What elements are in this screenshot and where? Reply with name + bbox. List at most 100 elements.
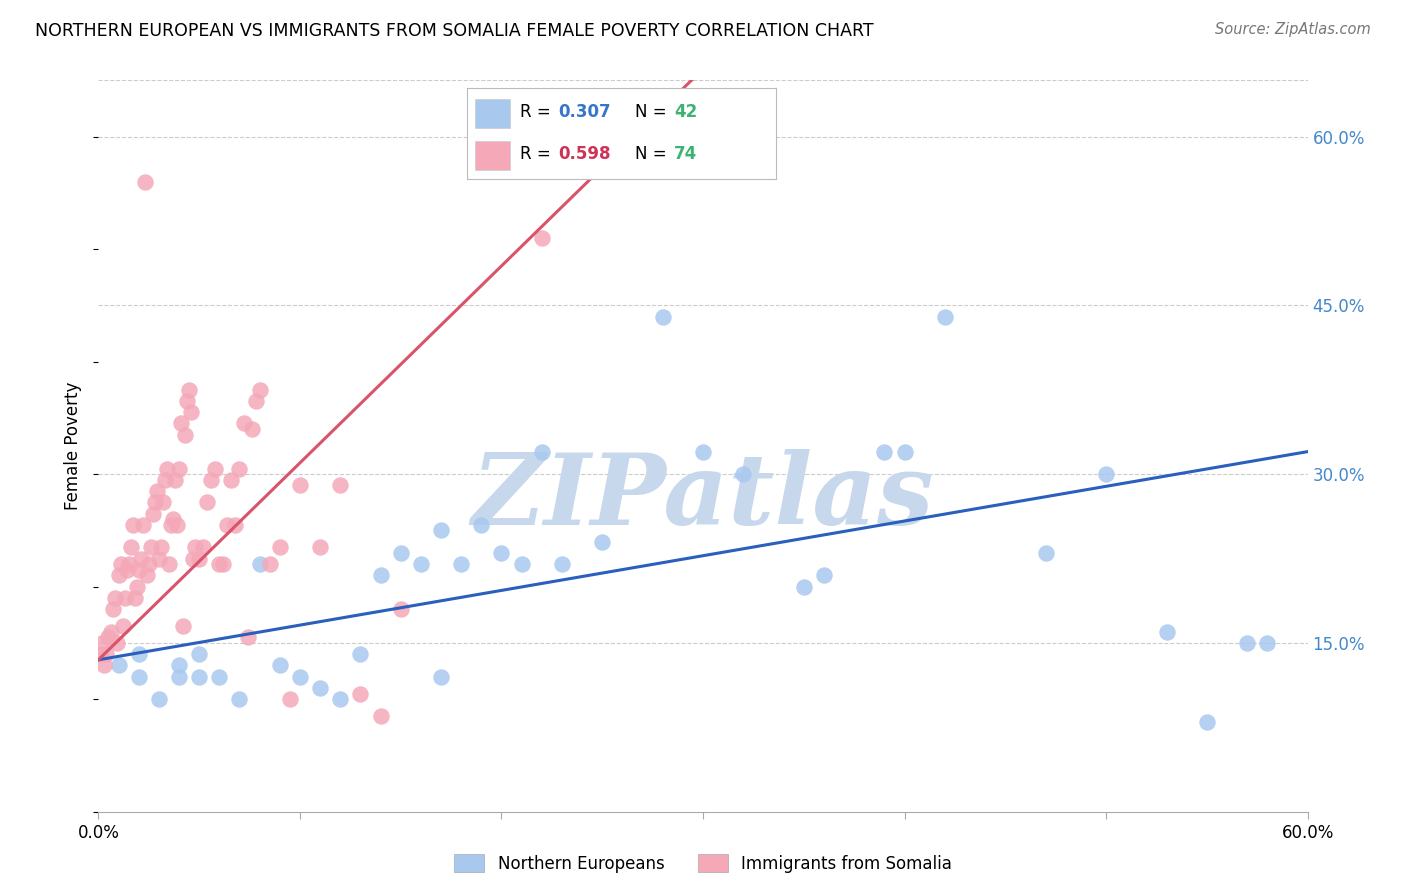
Point: [148, 692, 170, 706]
Point: [217, 517, 239, 532]
Point: [167, 670, 190, 684]
Point: [129, 551, 152, 566]
Point: [101, 602, 124, 616]
Point: [349, 687, 371, 701]
Point: [170, 417, 193, 431]
Point: [143, 495, 166, 509]
Point: [167, 461, 190, 475]
Point: [208, 557, 231, 571]
Point: [135, 568, 157, 582]
Point: [651, 310, 673, 324]
Point: [1156, 624, 1178, 639]
Point: [200, 473, 222, 487]
Point: [107, 568, 129, 582]
Point: [100, 624, 122, 639]
Point: [204, 461, 226, 475]
Point: [188, 670, 211, 684]
Y-axis label: Female Poverty: Female Poverty: [65, 382, 83, 510]
Point: [236, 630, 259, 644]
Point: [288, 670, 311, 684]
Point: [430, 670, 453, 684]
Point: [162, 512, 184, 526]
Point: [208, 670, 231, 684]
Point: [329, 478, 352, 492]
Point: [188, 647, 211, 661]
Point: [249, 557, 271, 571]
Point: [167, 658, 190, 673]
Point: [111, 619, 134, 633]
Point: [195, 495, 218, 509]
Point: [389, 546, 412, 560]
Point: [114, 591, 136, 605]
Point: [349, 647, 371, 661]
Point: [793, 580, 815, 594]
Point: [430, 524, 453, 538]
Point: [1236, 636, 1258, 650]
Point: [103, 591, 125, 605]
Point: [152, 495, 174, 509]
Point: [181, 551, 204, 566]
Point: [96, 647, 118, 661]
Point: [510, 557, 533, 571]
Point: [91, 636, 114, 650]
Text: Source: ZipAtlas.com: Source: ZipAtlas.com: [1215, 22, 1371, 37]
Point: [551, 557, 574, 571]
Point: [121, 517, 143, 532]
Point: [409, 557, 432, 571]
Point: [148, 551, 170, 566]
Point: [370, 568, 392, 582]
Point: [269, 658, 291, 673]
Point: [212, 557, 235, 571]
Point: [128, 647, 150, 661]
Point: [245, 394, 267, 409]
Point: [118, 557, 141, 571]
Point: [1195, 714, 1218, 729]
Text: NORTHERN EUROPEAN VS IMMIGRANTS FROM SOMALIA FEMALE POVERTY CORRELATION CHART: NORTHERN EUROPEAN VS IMMIGRANTS FROM SOM…: [35, 22, 873, 40]
Point: [329, 692, 352, 706]
Point: [139, 541, 162, 555]
Point: [176, 394, 198, 409]
Point: [105, 636, 128, 650]
Point: [160, 517, 183, 532]
Point: [142, 507, 165, 521]
Point: [153, 473, 176, 487]
Point: [124, 591, 146, 605]
Point: [692, 444, 714, 458]
Point: [530, 231, 553, 245]
Point: [174, 427, 197, 442]
Point: [163, 473, 186, 487]
Point: [221, 473, 243, 487]
Point: [228, 461, 250, 475]
Point: [125, 580, 148, 594]
Point: [156, 461, 179, 475]
Point: [1035, 546, 1057, 560]
Point: [107, 658, 129, 673]
Text: ZIPatlas: ZIPatlas: [472, 449, 934, 545]
Point: [138, 557, 160, 571]
Point: [1256, 636, 1278, 650]
Point: [278, 692, 301, 706]
Point: [232, 417, 254, 431]
Point: [146, 483, 169, 498]
Point: [157, 557, 180, 571]
Point: [893, 444, 915, 458]
Point: [115, 563, 138, 577]
Legend: Northern Europeans, Immigrants from Somalia: Northern Europeans, Immigrants from Soma…: [447, 847, 959, 880]
Point: [128, 670, 150, 684]
Point: [228, 692, 250, 706]
Point: [120, 541, 142, 555]
Point: [93, 658, 115, 673]
Point: [450, 557, 472, 571]
Point: [97, 630, 120, 644]
Point: [733, 467, 755, 482]
Point: [1095, 467, 1118, 482]
Point: [491, 546, 513, 560]
Point: [184, 541, 207, 555]
Point: [309, 681, 332, 695]
Point: [259, 557, 281, 571]
Point: [934, 310, 956, 324]
Point: [149, 541, 172, 555]
Point: [166, 517, 188, 532]
Point: [389, 602, 412, 616]
Point: [249, 383, 271, 397]
